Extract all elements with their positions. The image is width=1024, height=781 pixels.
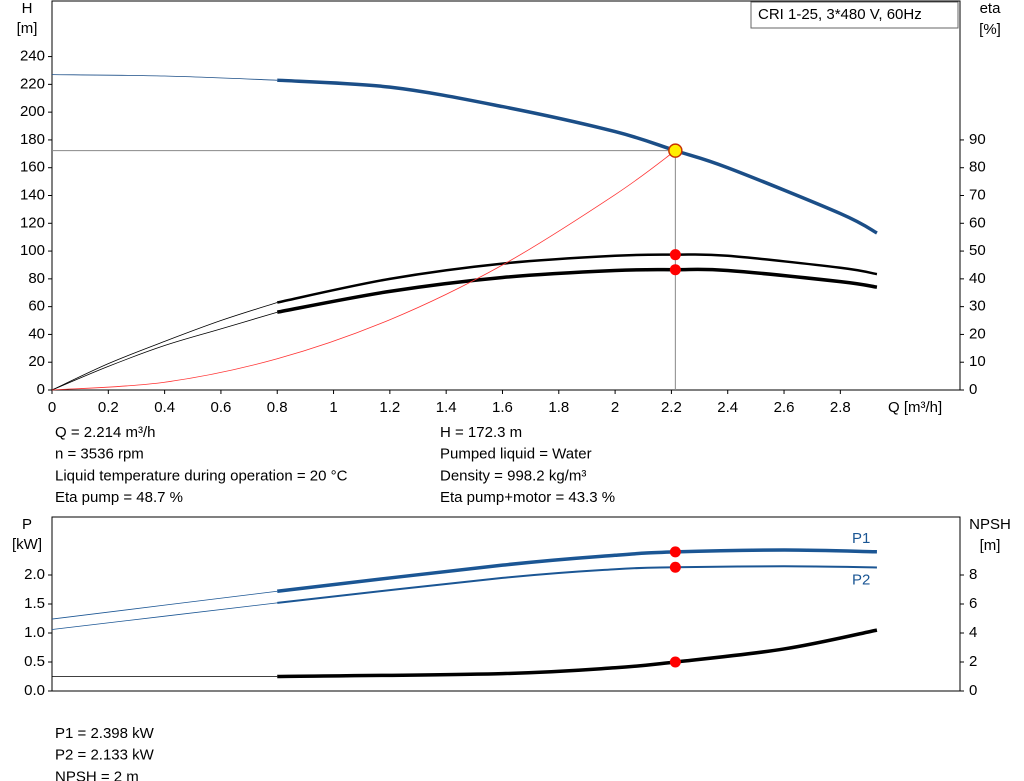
info-text: NPSH = 2 m (55, 768, 139, 781)
curve-bold (277, 628, 878, 679)
y-axis-label: P (22, 516, 32, 533)
y-axis-label: H (22, 0, 33, 17)
info-text: H = 172.3 m (440, 424, 522, 441)
info-text: P1 = 2.398 kW (55, 725, 155, 742)
x-tick-label: 2.2 (661, 399, 682, 416)
y-axis-unit: [m] (17, 20, 38, 37)
x-tick-label: 1.4 (436, 399, 457, 416)
x-tick-label: 2.6 (774, 399, 795, 416)
y2-axis-label: NPSH (969, 516, 1011, 533)
plot-frame (51, 0, 961, 391)
curve-bold (277, 565, 877, 604)
curve-thin (51, 590, 278, 620)
y-tick-label: 0.5 (24, 653, 45, 670)
y-tick-label: 120 (20, 214, 45, 231)
y2-axis-label: eta (980, 0, 1002, 17)
info-text: Q = 2.214 m³/h (55, 424, 155, 441)
series-label: P2 (852, 571, 870, 588)
y2-tick-label: 6 (969, 595, 977, 612)
y2-tick-label: 40 (969, 270, 986, 287)
y-tick-label: 40 (28, 325, 45, 342)
x-tick-label: 1.8 (548, 399, 569, 416)
plot-frame (51, 516, 961, 692)
y-tick-label: 200 (20, 103, 45, 120)
y-tick-label: 0 (37, 381, 45, 398)
x-tick-label: 2.8 (830, 399, 851, 416)
y2-axis-unit: [%] (979, 21, 1001, 38)
x-tick-label: 1.6 (492, 399, 513, 416)
y-tick-label: 220 (20, 75, 45, 92)
curve-thin (51, 602, 278, 630)
y2-tick-label: 70 (969, 186, 986, 203)
x-tick-label: 0.4 (154, 399, 175, 416)
curve-bold (277, 78, 878, 235)
y-axis-unit: [kW] (12, 536, 42, 553)
legend-box (750, 1, 959, 29)
y2-tick-label: 2 (969, 653, 977, 670)
x-tick-label: 0.6 (211, 399, 232, 416)
curve-bold (276, 267, 878, 314)
y-tick-label: 100 (20, 242, 45, 259)
duty-point (669, 561, 681, 573)
curve-bold (277, 548, 877, 593)
x-axis-label: Q [m³/h] (888, 399, 942, 416)
duty-point (669, 264, 681, 276)
duty-point (669, 249, 681, 261)
x-tick-label: 2 (611, 399, 619, 416)
x-tick-label: 0.2 (98, 399, 119, 416)
legend-text: CRI 1-25, 3*480 V, 60Hz (758, 6, 922, 23)
y2-tick-label: 10 (969, 353, 986, 370)
y-tick-label: 2.0 (24, 566, 45, 583)
x-tick-label: 1.2 (379, 399, 400, 416)
info-text: Eta pump+motor = 43.3 % (440, 489, 615, 506)
y2-axis-unit: [m] (980, 537, 1001, 554)
y-tick-label: 180 (20, 131, 45, 148)
curve-thin (51, 74, 278, 81)
info-text: P2 = 2.133 kW (55, 747, 155, 764)
curve-thin (51, 150, 676, 391)
curve-thin (51, 302, 278, 391)
y2-tick-label: 20 (969, 325, 986, 342)
y-tick-label: 80 (28, 270, 45, 287)
y2-tick-label: 0 (969, 682, 977, 699)
y2-tick-label: 8 (969, 566, 977, 583)
info-text: Eta pump = 48.7 % (55, 489, 183, 506)
info-text: Pumped liquid = Water (440, 446, 592, 463)
info-text: Liquid temperature during operation = 20… (55, 467, 348, 484)
y-tick-label: 0.0 (24, 682, 45, 699)
x-tick-label: 2.4 (717, 399, 738, 416)
y-tick-label: 160 (20, 159, 45, 176)
y2-tick-label: 90 (969, 131, 986, 148)
y2-tick-label: 4 (969, 624, 977, 641)
y2-tick-label: 60 (969, 214, 986, 231)
x-tick-label: 0 (48, 399, 56, 416)
y-tick-label: 60 (28, 298, 45, 315)
y-tick-label: 1.5 (24, 595, 45, 612)
curve-thin (51, 311, 278, 391)
y2-tick-label: 30 (969, 298, 986, 315)
info-text: n = 3536 rpm (55, 446, 144, 463)
series-label: P1 (852, 530, 870, 547)
y2-tick-label: 80 (969, 159, 986, 176)
y2-tick-label: 0 (969, 381, 977, 398)
y-tick-label: 240 (20, 48, 45, 65)
duty-point (669, 546, 681, 558)
y-tick-label: 140 (20, 186, 45, 203)
info-text: Density = 998.2 kg/m³ (440, 467, 586, 484)
x-tick-label: 1 (329, 399, 337, 416)
y2-tick-label: 50 (969, 242, 986, 259)
duty-point (668, 143, 683, 158)
x-tick-label: 0.8 (267, 399, 288, 416)
duty-point (669, 656, 681, 668)
curve-bold (276, 253, 878, 304)
y-tick-label: 20 (28, 353, 45, 370)
y-tick-label: 1.0 (24, 624, 45, 641)
